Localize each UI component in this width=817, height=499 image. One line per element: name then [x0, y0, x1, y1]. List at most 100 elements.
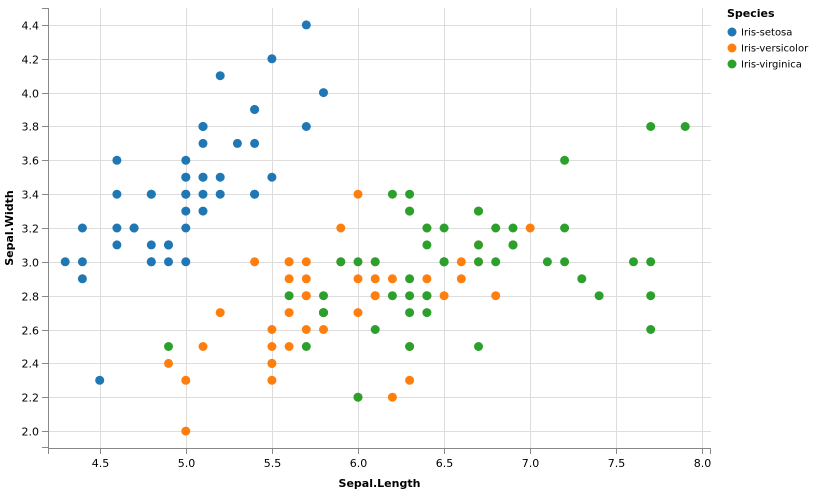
point-iris-versicolor	[301, 291, 311, 301]
point-iris-virginica	[646, 291, 656, 301]
point-iris-versicolor	[387, 392, 397, 402]
axes: 4.5 5.0 5.5 6.0 6.5 7.0 7.5 8.0 2.0 2.2 2.4 2.6 2.8 3…	[22, 8, 712, 470]
x-tick-label: 7.5	[608, 457, 626, 470]
point-iris-versicolor	[284, 274, 294, 284]
point-iris-versicolor	[525, 223, 535, 233]
point-iris-virginica	[422, 308, 432, 318]
point-iris-versicolor	[284, 308, 294, 318]
point-iris-versicolor	[250, 257, 260, 267]
point-iris-setosa	[112, 155, 122, 165]
point-iris-virginica	[474, 240, 483, 250]
point-iris-setosa	[77, 274, 87, 284]
point-iris-setosa	[146, 189, 156, 199]
point-iris-virginica	[353, 257, 363, 267]
point-iris-virginica	[491, 223, 501, 233]
point-iris-versicolor	[284, 342, 294, 351]
y-tick-label: 2.0	[22, 426, 40, 439]
point-iris-versicolor	[319, 325, 328, 334]
y-tick-label: 3.6	[22, 155, 40, 168]
y-tick-label: 2.2	[22, 392, 40, 405]
point-iris-virginica	[387, 189, 397, 199]
point-iris-versicolor	[353, 308, 363, 318]
point-iris-versicolor	[284, 257, 294, 267]
point-iris-setosa	[77, 257, 87, 267]
x-axis-title: Sepal.Length	[339, 477, 421, 490]
point-iris-versicolor	[405, 375, 415, 385]
point-iris-virginica	[508, 240, 518, 250]
point-iris-versicolor	[164, 358, 173, 368]
x-tick-label: 5.0	[178, 457, 196, 470]
point-iris-versicolor	[267, 375, 277, 385]
point-iris-setosa	[181, 206, 191, 216]
point-iris-virginica	[680, 122, 690, 131]
point-iris-versicolor	[301, 274, 311, 284]
point-iris-versicolor	[181, 375, 191, 385]
point-iris-setosa	[146, 240, 156, 250]
x-tick-label: 6.5	[436, 457, 454, 470]
y-tick-label: 4.4	[22, 20, 40, 33]
point-iris-virginica	[422, 240, 432, 250]
legend-title: Species	[727, 7, 775, 20]
point-iris-versicolor	[215, 308, 225, 318]
point-iris-virginica	[405, 189, 415, 199]
point-iris-setosa	[164, 240, 173, 250]
x-tick-label: 5.5	[264, 457, 282, 470]
point-iris-setosa	[146, 257, 156, 267]
point-iris-versicolor	[422, 274, 432, 284]
point-iris-virginica	[629, 257, 638, 267]
x-tick-label: 8.0	[694, 457, 712, 470]
y-axis-title: Sepal.Width	[3, 190, 16, 266]
y-tick-label: 4.0	[22, 88, 40, 101]
point-iris-virginica	[164, 342, 173, 351]
point-iris-setosa	[301, 20, 311, 30]
point-iris-versicolor	[198, 342, 208, 351]
point-iris-versicolor	[267, 342, 277, 351]
point-iris-virginica	[439, 223, 449, 233]
y-tick-label: 2.8	[22, 291, 40, 304]
y-tick-label: 3.8	[22, 121, 40, 134]
point-iris-setosa	[319, 88, 328, 98]
point-iris-versicolor	[181, 426, 191, 436]
point-iris-virginica	[422, 291, 432, 301]
point-iris-virginica	[319, 291, 328, 301]
x-tick-label: 4.5	[92, 457, 110, 470]
point-iris-setosa	[198, 122, 208, 131]
point-iris-virginica	[474, 206, 483, 216]
point-iris-setosa	[77, 223, 87, 233]
point-iris-virginica	[646, 122, 656, 131]
point-iris-setosa	[112, 240, 122, 250]
point-iris-setosa	[164, 257, 173, 267]
point-iris-versicolor	[491, 291, 501, 301]
point-iris-setosa	[215, 71, 225, 81]
point-iris-versicolor	[370, 291, 380, 301]
point-iris-virginica	[370, 257, 380, 267]
points-layer	[60, 20, 690, 436]
point-iris-virginica	[646, 257, 656, 267]
point-iris-virginica	[319, 308, 328, 318]
point-iris-virginica	[301, 342, 311, 351]
point-iris-virginica	[560, 155, 570, 165]
point-iris-versicolor	[267, 358, 277, 368]
point-iris-virginica	[646, 325, 656, 334]
point-iris-virginica	[422, 223, 432, 233]
point-iris-virginica	[405, 308, 415, 318]
point-iris-setosa	[181, 189, 191, 199]
y-tick-label: 3.0	[22, 257, 40, 270]
point-iris-versicolor	[370, 274, 380, 284]
point-iris-virginica	[491, 257, 501, 267]
point-iris-virginica	[508, 223, 518, 233]
x-tick-label: 6.0	[350, 457, 368, 470]
point-iris-setosa	[301, 122, 311, 131]
point-iris-setosa	[112, 223, 122, 233]
point-iris-setosa	[181, 223, 191, 233]
point-iris-versicolor	[301, 325, 311, 334]
y-tick-label: 3.4	[22, 189, 40, 202]
point-iris-versicolor	[267, 325, 277, 334]
point-iris-versicolor	[456, 257, 466, 267]
point-iris-virginica	[560, 223, 570, 233]
point-iris-setosa	[198, 189, 208, 199]
point-iris-setosa	[129, 223, 139, 233]
point-iris-virginica	[439, 257, 449, 267]
grid	[48, 8, 711, 448]
x-tick-label: 7.0	[522, 457, 540, 470]
